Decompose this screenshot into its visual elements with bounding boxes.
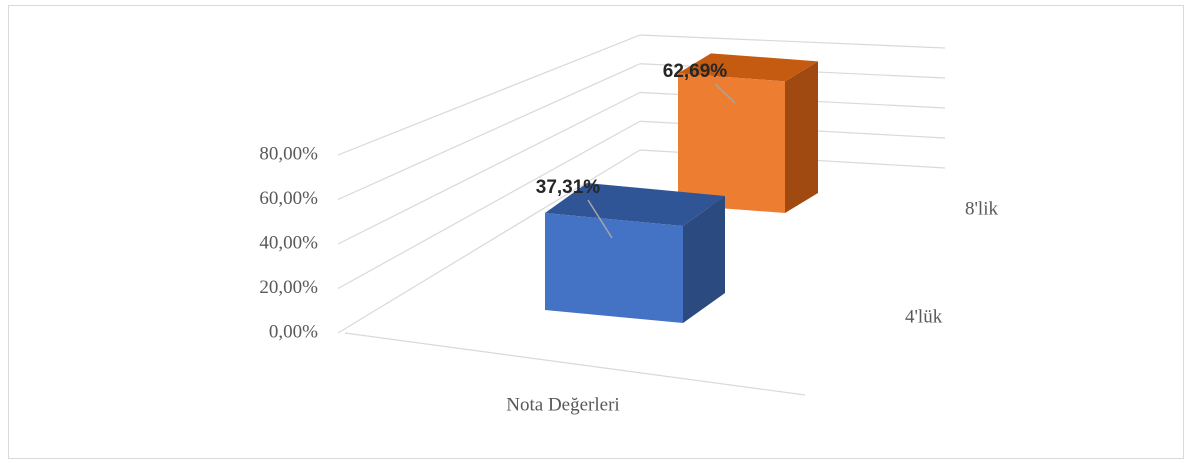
bar	[545, 212, 683, 323]
y-tick-label: 0,00%	[269, 321, 318, 342]
series-label: 4'lük	[905, 306, 943, 327]
grid-line	[337, 149, 641, 334]
bar-side	[785, 61, 818, 214]
grid-line	[337, 120, 641, 290]
y-tick-label: 40,00%	[259, 232, 318, 253]
grid-line	[337, 91, 641, 245]
grid-line	[337, 63, 641, 201]
bar-top	[678, 53, 818, 82]
bar	[678, 73, 785, 213]
bar-side	[683, 195, 725, 323]
data-label: 37,31%	[536, 177, 601, 198]
leader-line	[714, 83, 736, 104]
leader-line	[587, 199, 613, 239]
y-tick-label: 80,00%	[259, 143, 318, 164]
y-tick-label: 20,00%	[259, 277, 318, 298]
data-label: 62,69%	[663, 61, 728, 82]
floor-edge	[344, 332, 806, 396]
series-label: 8'lik	[965, 198, 998, 219]
x-tick-label: Nota Değerleri	[506, 394, 619, 415]
grid-line	[639, 34, 946, 49]
y-tick-label: 60,00%	[259, 188, 318, 209]
bar-top	[545, 182, 725, 226]
grid-line	[337, 34, 641, 156]
